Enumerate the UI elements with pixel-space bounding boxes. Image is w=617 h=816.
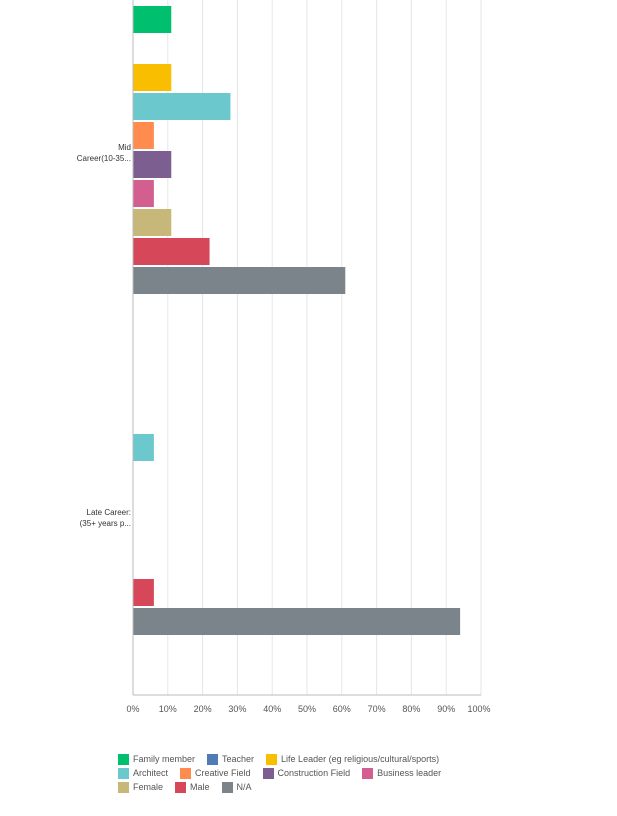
x-tick-label: 90% — [437, 704, 455, 714]
legend-row: Family member Teacher Life Leader (eg reli… — [118, 752, 498, 766]
legend-item: Male — [175, 781, 210, 793]
legend-swatch — [362, 767, 374, 779]
x-axis-tick-labels: 0% 10% 20% 30% 40% 50% 60% 70% 80% 90% 100% — [126, 704, 490, 714]
x-tick-label: 20% — [194, 704, 212, 714]
x-tick-label: 100% — [467, 704, 490, 714]
axes — [132, 0, 481, 696]
bar — [133, 122, 154, 149]
bar — [133, 209, 172, 236]
category-labels: Mid Career(10-35... Late Career: (35+ years… — [77, 143, 131, 528]
legend-item: Family member — [118, 753, 196, 765]
legend-item: Teacher — [207, 753, 255, 765]
bar — [133, 434, 154, 461]
bar — [133, 579, 154, 606]
legend-label: Female — [133, 782, 164, 792]
category-label: (35+ years p... — [80, 519, 131, 528]
legend-label: Construction Field — [277, 768, 351, 778]
legend-item: Business leader — [362, 767, 442, 779]
legend-item: N/A — [221, 781, 252, 793]
legend-item: Female — [118, 781, 164, 793]
legend-swatch — [207, 753, 219, 765]
bar — [133, 608, 461, 635]
legend-item: Construction Field — [262, 767, 351, 779]
legend-label: Teacher — [222, 754, 255, 764]
category-label: Late Career: — [87, 508, 131, 517]
bar — [133, 64, 172, 91]
legend-row: Architect Creative Field Construction Fiel… — [118, 766, 498, 780]
legend-swatch — [180, 767, 192, 779]
legend-swatch — [118, 753, 129, 765]
legend-swatch — [266, 753, 278, 765]
legend-label: N/A — [236, 782, 252, 792]
legend-swatch — [118, 767, 129, 779]
legend-label: Family member — [133, 754, 196, 764]
legend-swatch — [262, 767, 274, 779]
bar — [133, 93, 231, 120]
x-tick-label: 60% — [333, 704, 351, 714]
legend-label: Business leader — [377, 768, 442, 778]
x-tick-label: 80% — [402, 704, 420, 714]
bar — [133, 6, 172, 33]
bars — [133, 6, 461, 635]
category-label: Mid — [118, 143, 131, 152]
legend: Family member Teacher Life Leader (eg reli… — [118, 752, 498, 794]
bar — [133, 151, 172, 178]
legend-item: Creative Field — [180, 767, 251, 779]
legend-swatch — [175, 781, 187, 793]
legend-label: Creative Field — [195, 768, 251, 778]
legend-label: Male — [190, 782, 210, 792]
x-tick-label: 10% — [159, 704, 177, 714]
legend-swatch — [221, 781, 233, 793]
category-label: Career(10-35... — [77, 154, 131, 163]
legend-item: Architect — [118, 767, 169, 779]
x-tick-label: 0% — [126, 704, 139, 714]
legend-label: Life Leader (eg religious/cultural/sport… — [281, 754, 440, 764]
legend-item: Life Leader (eg religious/cultural/sport… — [266, 753, 440, 765]
bar — [133, 267, 346, 294]
legend-label: Architect — [133, 768, 169, 778]
bar — [133, 180, 154, 207]
x-tick-label: 30% — [228, 704, 246, 714]
legend-swatch — [118, 781, 129, 793]
x-tick-label: 40% — [263, 704, 281, 714]
x-tick-label: 50% — [298, 704, 316, 714]
x-tick-label: 70% — [368, 704, 386, 714]
legend-row: Female Male N/A — [118, 780, 498, 794]
bar — [133, 238, 210, 265]
